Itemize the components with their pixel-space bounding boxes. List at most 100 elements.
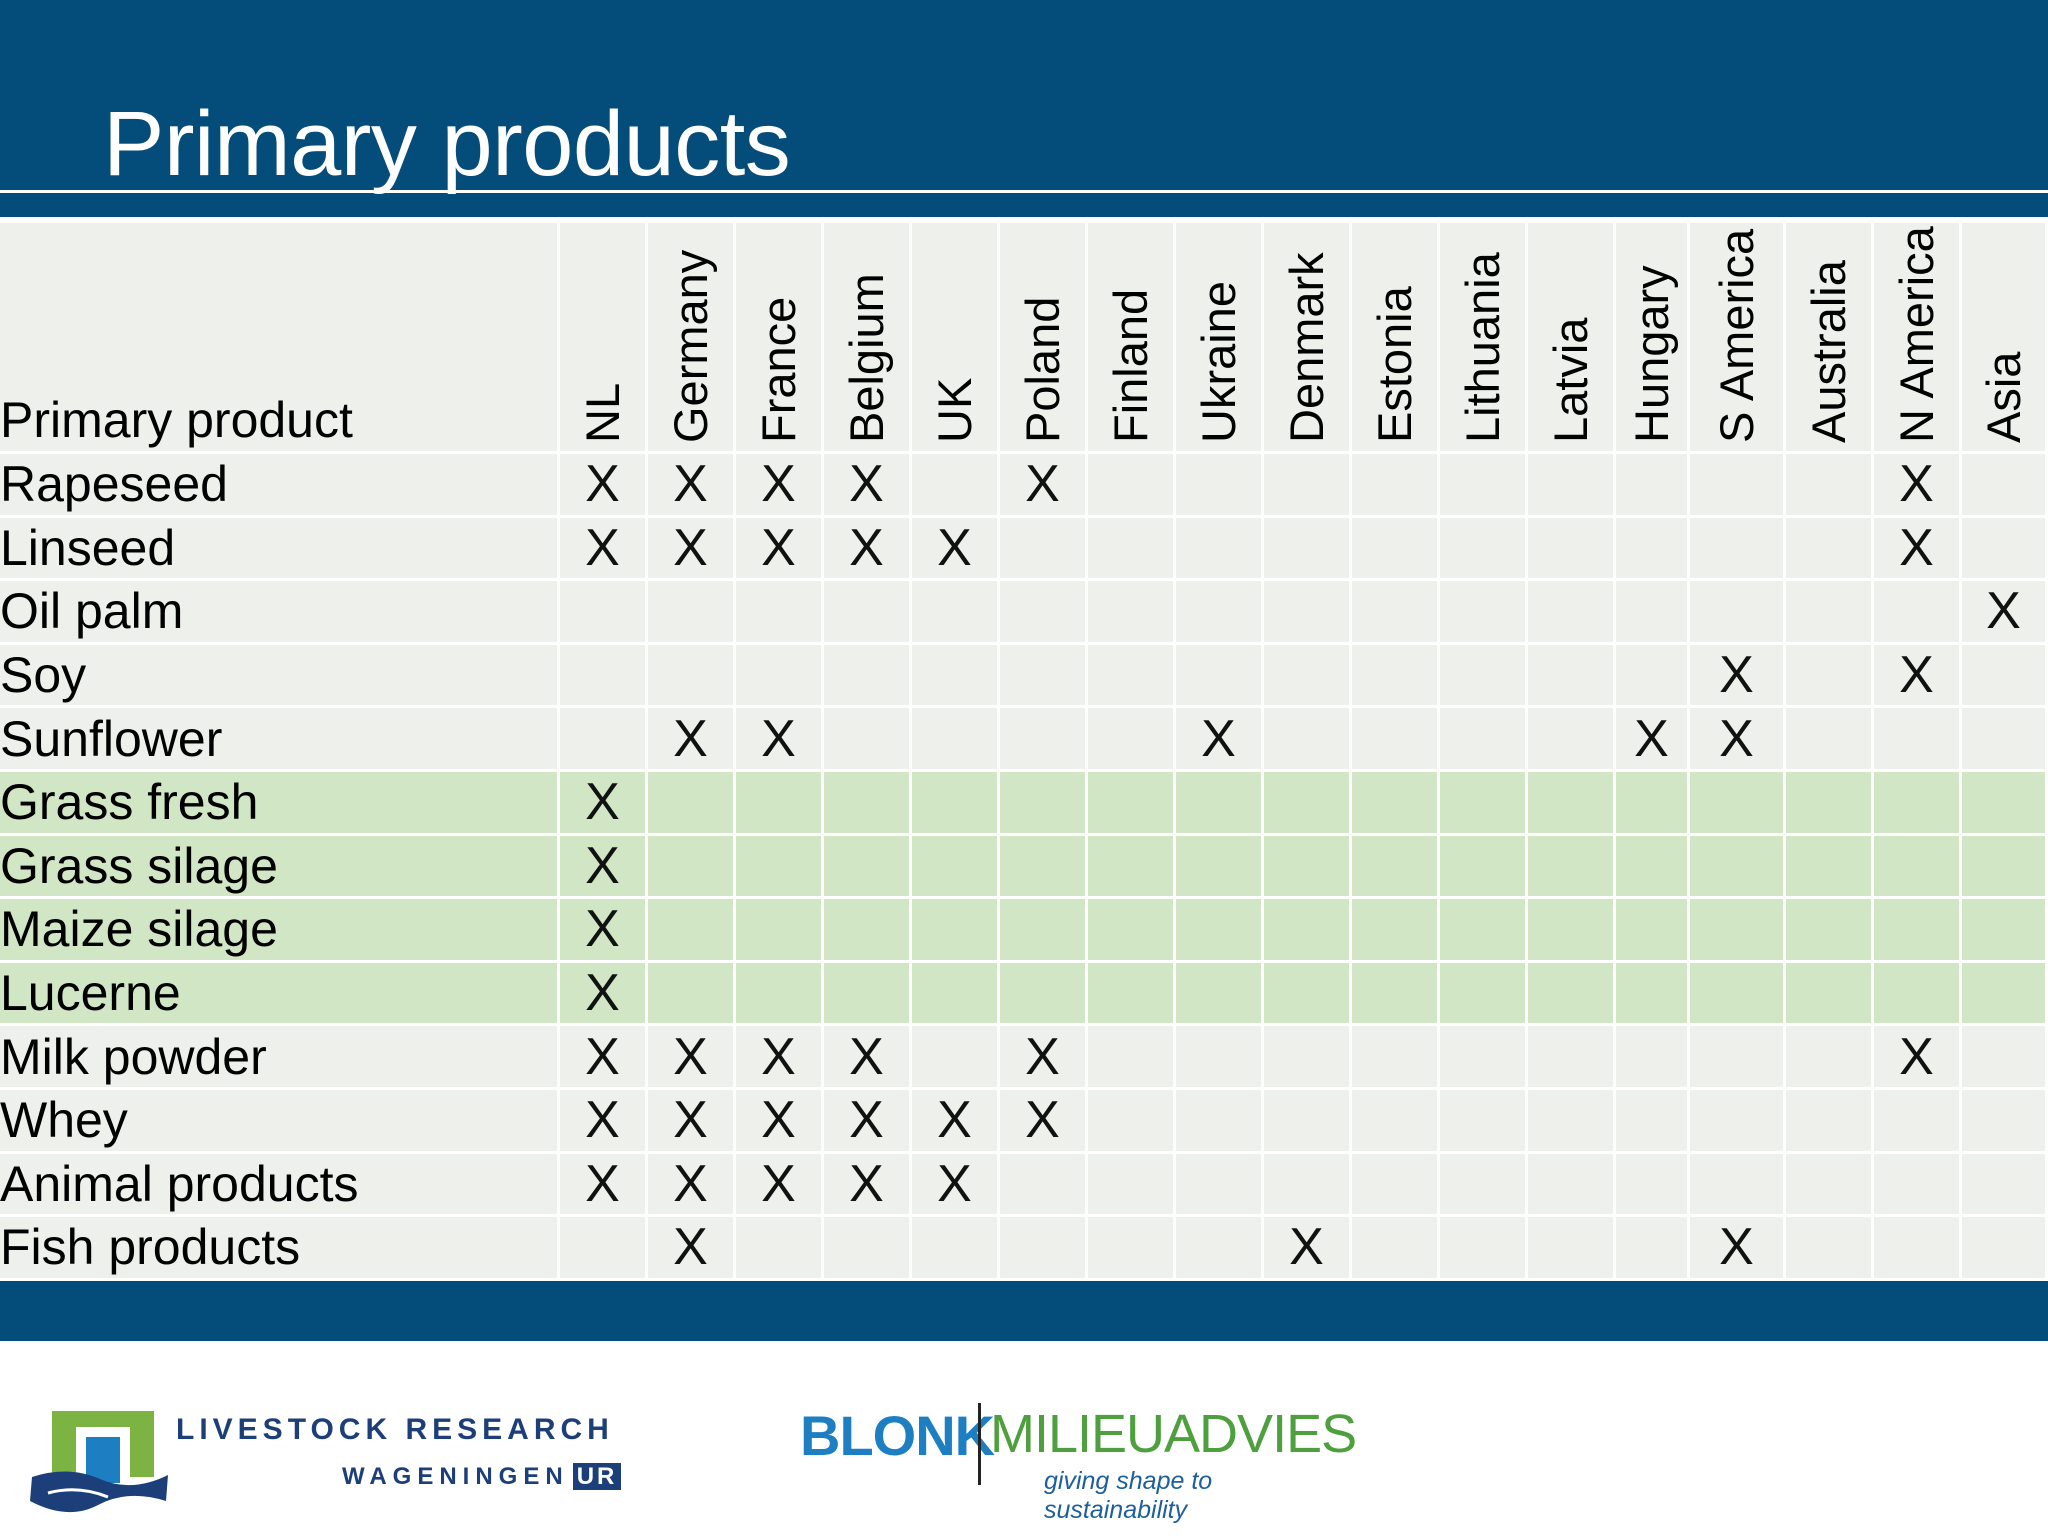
slide-header: Primary products	[0, 0, 2048, 217]
table-cell	[1962, 517, 2045, 579]
table-cell	[1874, 899, 1959, 960]
table-cell	[824, 772, 909, 833]
presence-mark: X	[1719, 646, 1754, 705]
row-label: Fish products	[0, 1219, 301, 1276]
table-cell	[1528, 708, 1613, 769]
table-cell	[736, 644, 821, 706]
column-header-cell: Belgium	[824, 223, 909, 451]
title-underline	[0, 190, 2048, 193]
wur-line2: WAGENINGEN UR	[342, 1463, 622, 1491]
table-cell	[1264, 835, 1349, 897]
row-label: Grass fresh	[0, 774, 259, 831]
column-header-cell: Hungary	[1616, 223, 1687, 451]
column-header-cell: Poland	[1000, 223, 1085, 451]
row-label: Oil palm	[0, 583, 184, 640]
table-cell	[1874, 581, 1959, 642]
column-header-cell: Latvia	[1528, 223, 1613, 451]
table-cell	[1088, 517, 1173, 579]
table-cell	[1264, 1090, 1349, 1151]
table-cell: X	[560, 962, 645, 1024]
row-label: Whey	[0, 1092, 128, 1149]
table-cell	[1786, 1090, 1871, 1151]
wur-wageningen: WAGENINGEN	[342, 1463, 569, 1490]
table-cell: X	[736, 1090, 821, 1151]
table-cell	[1088, 1090, 1173, 1151]
table-cell	[1874, 962, 1959, 1024]
table-cell	[912, 1026, 997, 1087]
table-cell	[912, 581, 997, 642]
presence-mark: X	[849, 1154, 884, 1213]
row-label: Lucerne	[0, 965, 181, 1022]
table-cell	[1352, 962, 1437, 1024]
table-cell	[1616, 899, 1687, 960]
table-cell	[1690, 1153, 1783, 1215]
table-cell	[1176, 581, 1261, 642]
table-cell	[1528, 1217, 1613, 1278]
table-cell: X	[824, 1090, 909, 1151]
table-cell	[648, 835, 733, 897]
table-cell	[1264, 899, 1349, 960]
presence-mark: X	[585, 518, 620, 577]
wur-line1: LIVESTOCK RESEARCH	[176, 1413, 614, 1446]
row-label: Milk powder	[0, 1028, 267, 1085]
table-cell	[736, 581, 821, 642]
row-label-cell: Sunflower	[0, 708, 557, 769]
table-cell	[1962, 454, 2045, 515]
table-cell	[1616, 1217, 1687, 1278]
table-cell	[1088, 1153, 1173, 1215]
table-cell	[1440, 644, 1525, 706]
table-cell	[1352, 899, 1437, 960]
table-cell	[1176, 1090, 1261, 1151]
table-cell	[560, 1217, 645, 1278]
livestock-research-logo: LIVESTOCK RESEARCH WAGENINGEN UR	[28, 1405, 688, 1515]
presence-mark: X	[849, 1091, 884, 1150]
table-cell: X	[824, 517, 909, 579]
table-cell	[824, 708, 909, 769]
table-cell	[1176, 1217, 1261, 1278]
column-header-cell: Denmark	[1264, 223, 1349, 451]
table-cell	[824, 644, 909, 706]
table-cell	[1690, 1026, 1783, 1087]
column-label: Denmark	[1280, 252, 1333, 443]
table-cell	[1000, 772, 1085, 833]
column-label: NL	[576, 382, 629, 443]
table-cell: X	[1874, 644, 1959, 706]
table-cell	[1616, 962, 1687, 1024]
table-cell	[1786, 454, 1871, 515]
table-cell	[824, 1217, 909, 1278]
column-label: N America	[1890, 226, 1943, 443]
table-cell	[736, 1217, 821, 1278]
table-cell	[736, 962, 821, 1024]
table-cell	[1440, 899, 1525, 960]
wur-emblem-icon	[30, 1411, 168, 1513]
column-label: S America	[1710, 228, 1763, 443]
presence-mark: X	[937, 1154, 972, 1213]
table-cell	[1528, 1153, 1613, 1215]
footer-bar	[0, 1281, 2048, 1341]
table-cell	[1352, 581, 1437, 642]
column-label: Ukraine	[1192, 281, 1245, 443]
column-header-cell: Finland	[1088, 223, 1173, 451]
column-label: UK	[928, 377, 981, 443]
table-cell	[912, 899, 997, 960]
column-header-cell: Asia	[1962, 223, 2045, 451]
column-label: Poland	[1016, 296, 1069, 443]
row-label: Animal products	[0, 1155, 359, 1212]
table-cell	[1786, 962, 1871, 1024]
table-cell	[1690, 962, 1783, 1024]
table-cell: X	[648, 1090, 733, 1151]
table-cell	[1786, 1153, 1871, 1215]
table-cell: X	[1874, 454, 1959, 515]
table-cell	[1352, 1026, 1437, 1087]
table-cell	[1352, 454, 1437, 515]
table-cell: X	[648, 454, 733, 515]
row-label-cell: Animal products	[0, 1153, 557, 1215]
column-label: France	[752, 296, 805, 443]
column-label: Estonia	[1368, 286, 1421, 443]
table-cell: X	[736, 517, 821, 579]
table-cell	[1440, 517, 1525, 579]
table-cell	[1264, 772, 1349, 833]
table-cell	[1264, 708, 1349, 769]
table-cell	[1528, 772, 1613, 833]
table-cell	[1528, 517, 1613, 579]
